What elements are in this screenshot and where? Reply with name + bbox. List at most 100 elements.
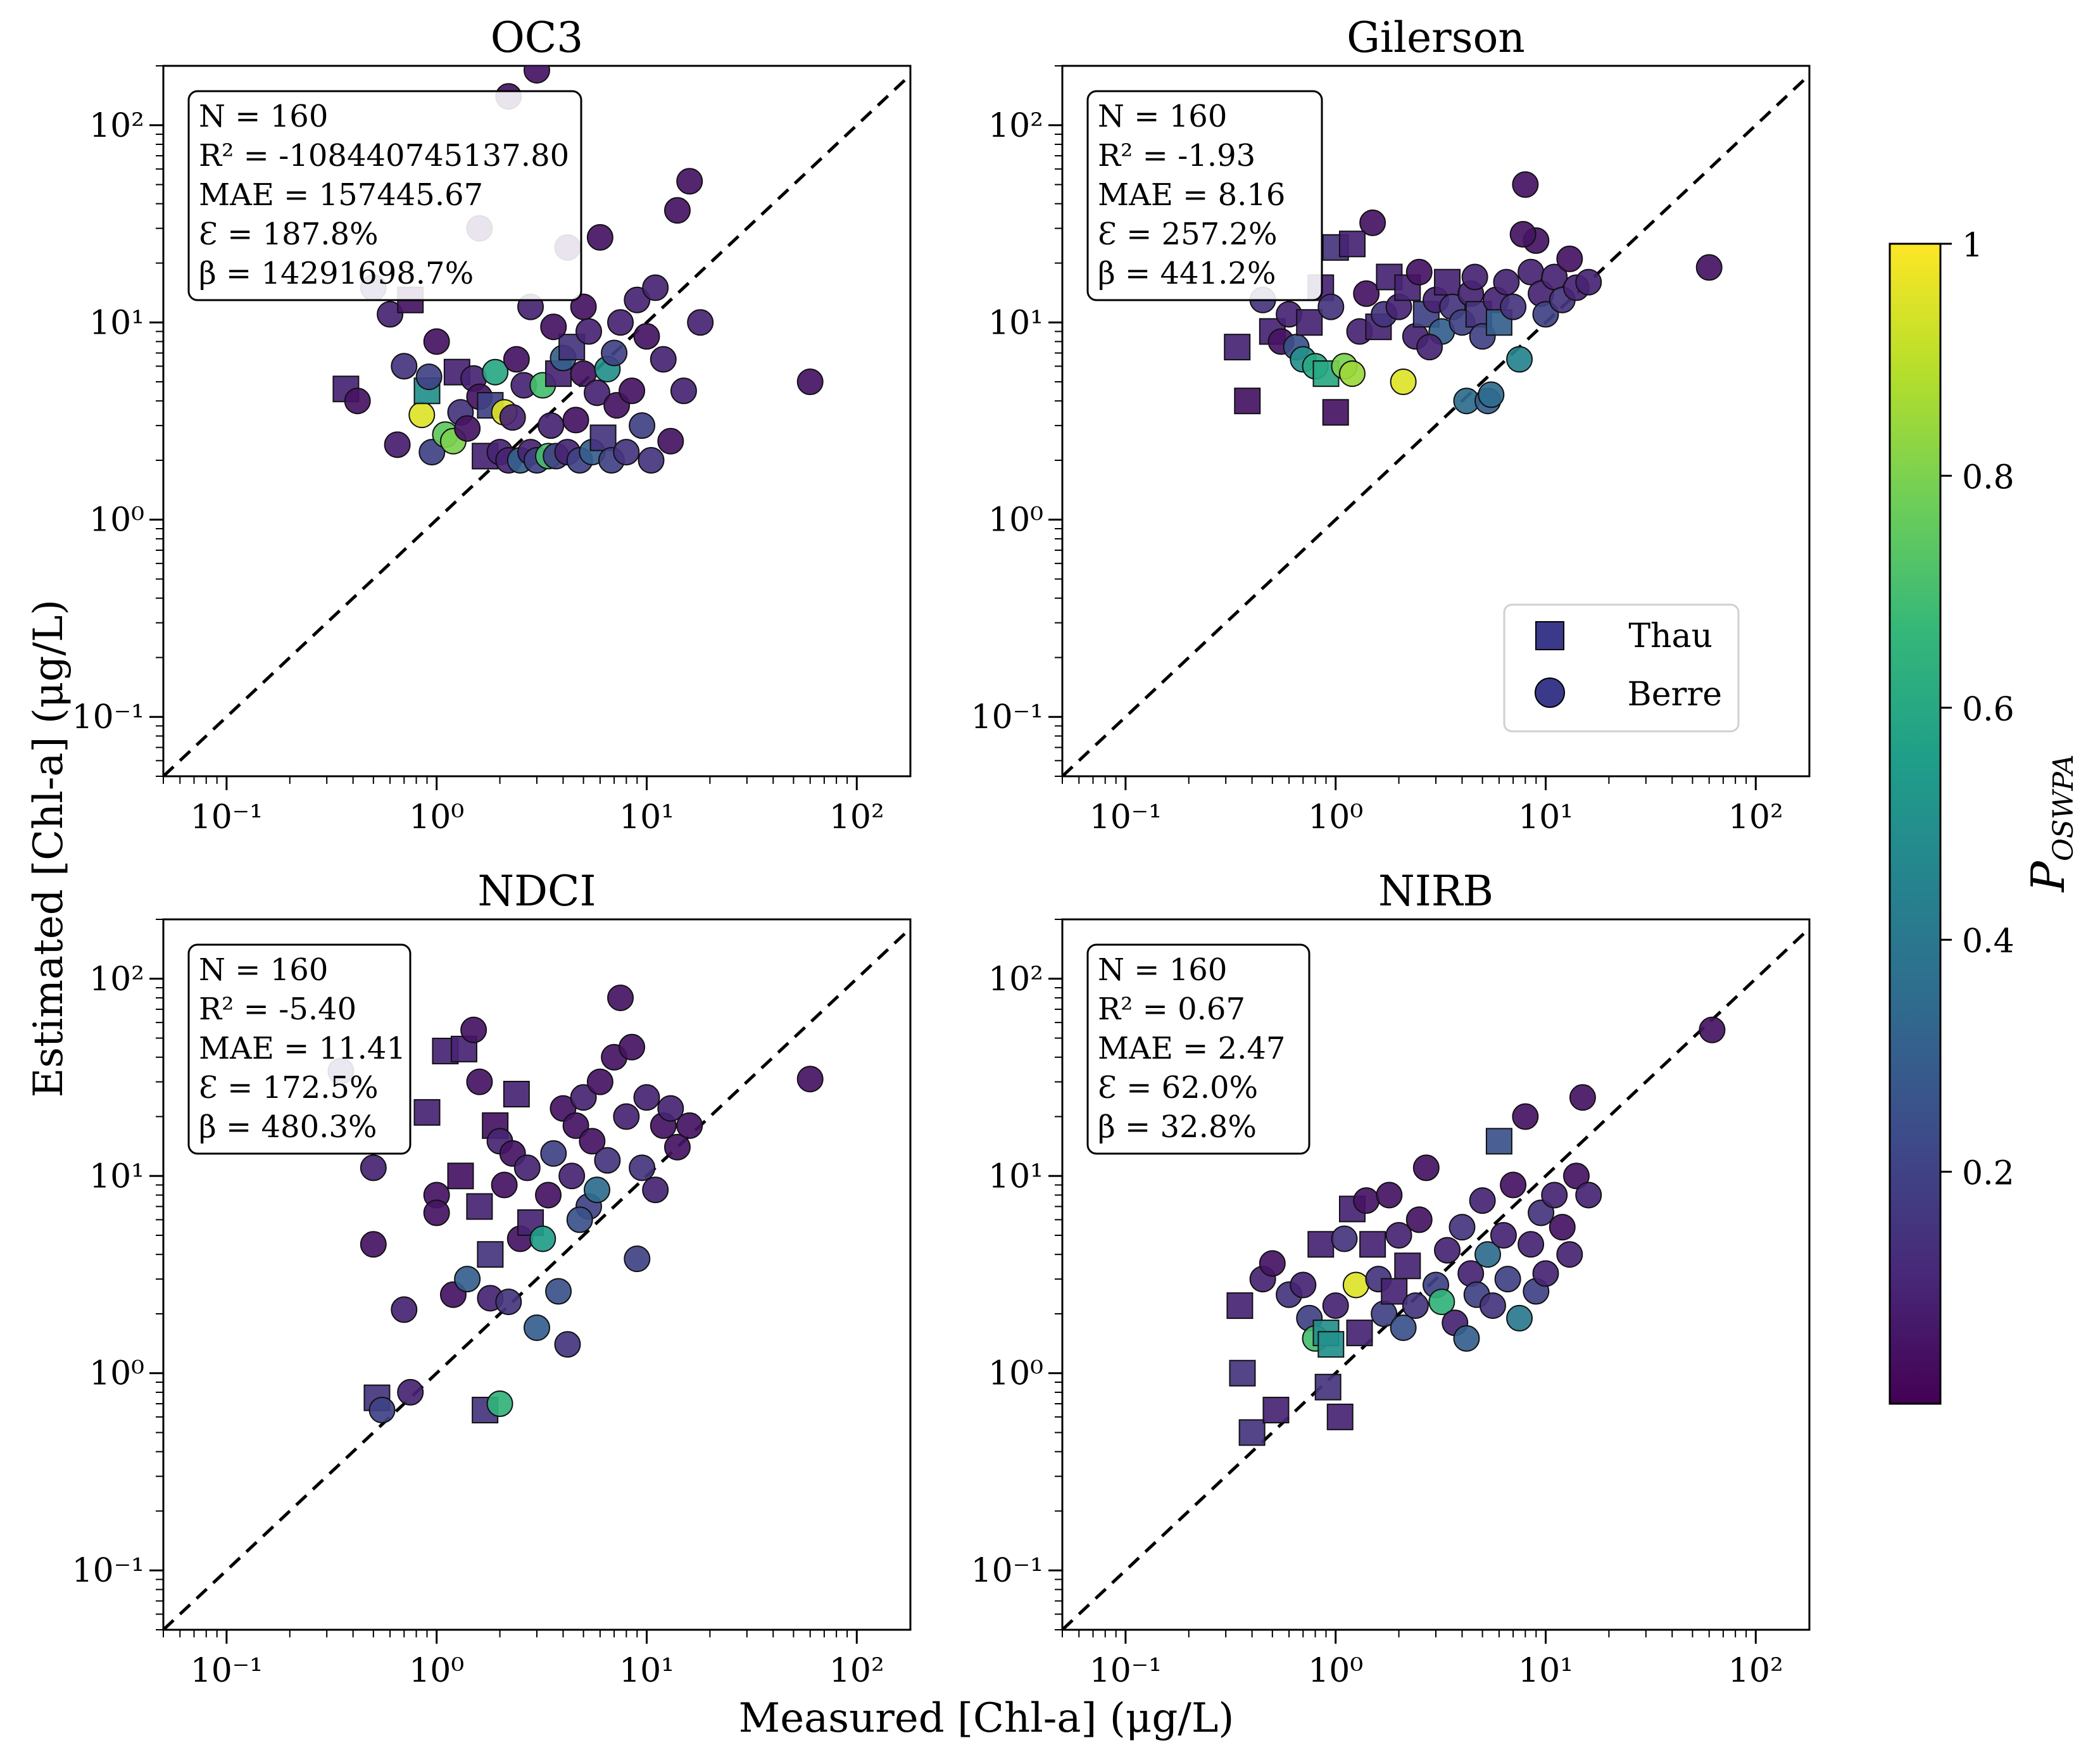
berre-point: [586, 224, 613, 251]
thau-point: [503, 1080, 530, 1107]
berre-point: [579, 1128, 606, 1155]
x-tick-label: 10⁻¹: [191, 798, 263, 836]
berre-point: [1390, 1314, 1417, 1341]
berre-point: [607, 984, 634, 1011]
stats-beta: β = 441.2%: [1098, 256, 1276, 291]
berre-point: [1541, 1181, 1568, 1209]
x-tick-label: 10²: [1728, 1652, 1783, 1690]
x-tick-label: 10¹: [619, 798, 674, 836]
colorbar-tick-label: 0.8: [1962, 458, 2014, 496]
panel-ndci: NDCI 10⁻¹ 10⁰ 10¹ 10² 10⁻¹ 10⁰ 10¹ 10² N = 160 R²…: [72, 867, 912, 1690]
berre-point: [1506, 346, 1533, 373]
y-tick-label: 10⁻¹: [72, 1552, 144, 1590]
berre-point: [495, 1288, 522, 1316]
thau-point: [1296, 309, 1323, 336]
berre-point: [503, 346, 530, 373]
berre-point: [1532, 1260, 1559, 1287]
berre-point: [1512, 171, 1539, 198]
thau-point: [1359, 1231, 1386, 1258]
berre-point: [562, 1112, 589, 1139]
thau-point: [1317, 1331, 1345, 1358]
berre-point: [529, 1225, 556, 1252]
y-tick-label: 10⁰: [89, 1355, 144, 1393]
berre-point: [619, 1033, 646, 1061]
berre-point: [796, 369, 824, 396]
berre-point: [570, 1084, 597, 1111]
y-tick-label: 10²: [89, 107, 144, 145]
berre-point: [1405, 258, 1433, 286]
berre-point: [423, 328, 450, 355]
thau-point: [1307, 1231, 1335, 1258]
panel-title: OC3: [491, 13, 584, 62]
thau-point: [1322, 399, 1349, 426]
scatter-points: [1226, 1016, 1726, 1446]
colorbar-label-main: P: [2021, 860, 2075, 893]
scatter-points: [1224, 171, 1723, 426]
thau-point: [1394, 1252, 1421, 1280]
berre-point: [1575, 1181, 1602, 1209]
berre-point: [1402, 1292, 1429, 1320]
berre-point: [613, 439, 640, 466]
thau-point: [1262, 1397, 1290, 1424]
berre-point: [796, 1066, 824, 1093]
thau-point: [1314, 1373, 1342, 1401]
stats-eps: Ɛ = 62.0%: [1098, 1070, 1258, 1106]
berre-point: [1453, 1325, 1480, 1352]
panel-title: NDCI: [477, 867, 596, 916]
berre-point: [1331, 1225, 1358, 1252]
x-tick-label: 10¹: [1518, 798, 1573, 836]
berre-point: [1569, 1084, 1596, 1111]
berre-point: [1575, 268, 1602, 296]
one-to-one-line: [163, 73, 910, 776]
colorbar-tick-label: 0.2: [1962, 1155, 2014, 1193]
stats-beta: β = 14291698.7%: [199, 256, 474, 291]
y-tick-label: 10⁻¹: [971, 698, 1043, 736]
stats-mae: MAE = 2.47: [1098, 1031, 1285, 1066]
stats-eps: Ɛ = 257.2%: [1098, 217, 1278, 252]
berre-point: [663, 197, 691, 224]
berre-point: [642, 274, 669, 301]
stats-box: [1086, 943, 1310, 1155]
y-tick-label: 10¹: [988, 1157, 1043, 1195]
berre-point: [624, 286, 651, 313]
berre-point: [1509, 220, 1537, 248]
x-tick-label: 10¹: [1518, 1652, 1573, 1690]
stats-r2: R² = -1.93: [1098, 138, 1255, 173]
stats-n: N = 160: [1098, 99, 1227, 134]
berre-point: [1376, 1181, 1403, 1209]
berre-point: [513, 1154, 541, 1181]
berre-point: [1428, 1288, 1455, 1316]
berre-point: [545, 1278, 572, 1305]
colorbar-label: POSWPA: [2021, 754, 2080, 893]
berre-point: [1494, 1266, 1521, 1293]
stats-mae: MAE = 11.41: [199, 1031, 406, 1066]
berre-point: [676, 1112, 703, 1139]
berre-point: [1390, 369, 1417, 396]
berre-point: [1699, 1016, 1726, 1043]
berre-point: [1518, 1231, 1545, 1258]
thau-point: [1224, 334, 1251, 361]
x-tick-label: 10⁰: [1308, 1652, 1363, 1690]
berre-point: [415, 363, 443, 391]
y-axis-label: Estimated [Chl-a] (μg/L): [25, 600, 72, 1098]
berre-point: [384, 431, 411, 458]
berre-point: [570, 293, 597, 320]
panel-oc3: OC3 10⁻¹ 10⁰ 10¹ 10² 10⁻¹ 10⁰ 10¹ 10² N = 160 R² …: [72, 13, 912, 836]
legend-marker-berre: [1535, 677, 1565, 708]
berre-point: [491, 1171, 518, 1199]
stats-r2: R² = -5.40: [199, 992, 356, 1027]
x-tick-label: 10⁰: [409, 798, 464, 836]
berre-point: [1434, 1237, 1461, 1264]
berre-point: [613, 1103, 640, 1130]
panel-nirb: NIRB 10⁻¹ 10⁰ 10¹ 10² 10⁻¹ 10⁰ 10¹ 10² N = 160 R²…: [971, 867, 1811, 1690]
berre-point: [558, 1162, 586, 1190]
thau-point: [1229, 1359, 1256, 1387]
berre-point: [1449, 1214, 1476, 1241]
berre-point: [619, 377, 646, 405]
colorbar-gradient: [1889, 243, 1942, 1405]
thau-point: [413, 1099, 441, 1126]
x-tick-label: 10²: [829, 798, 884, 836]
berre-point: [360, 1231, 387, 1258]
berre-point: [1479, 1292, 1506, 1320]
thau-point: [1346, 1320, 1373, 1347]
